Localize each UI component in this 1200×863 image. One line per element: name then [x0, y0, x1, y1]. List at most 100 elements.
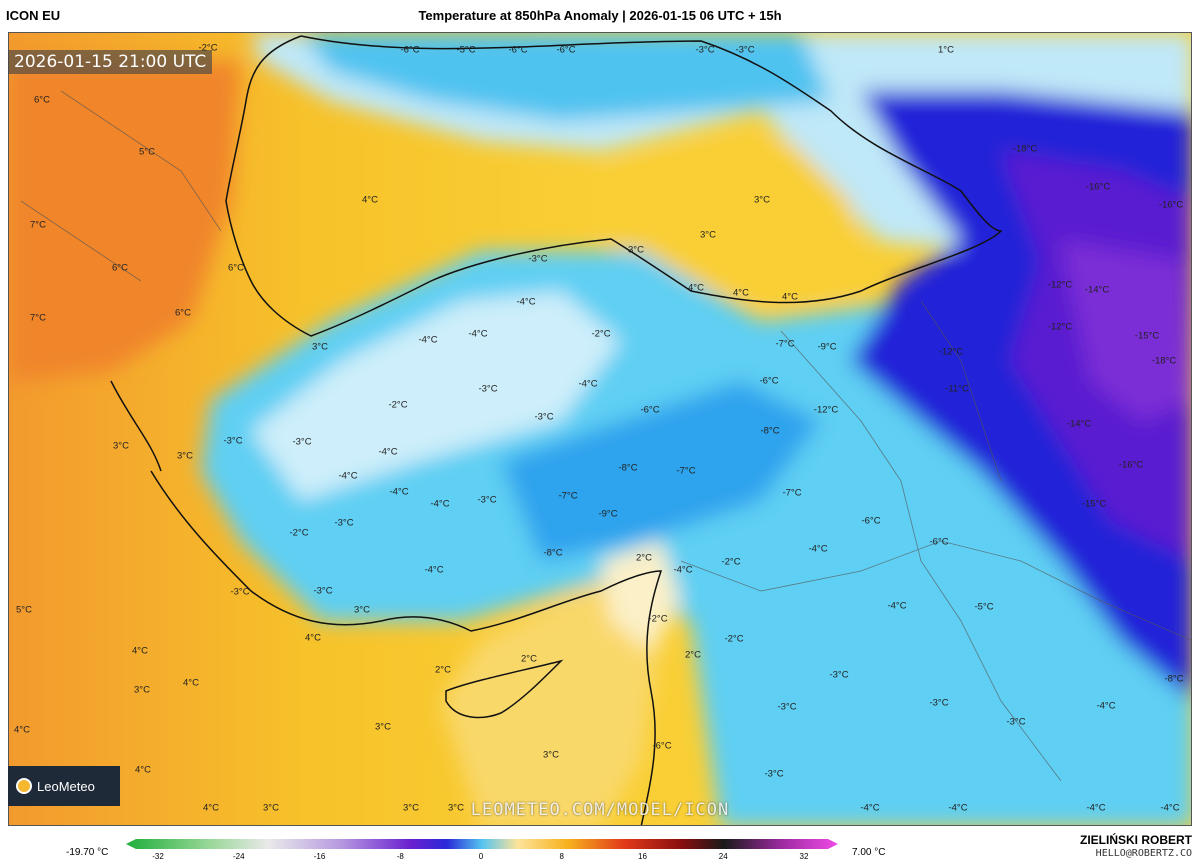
- scale-tick: -32: [152, 852, 164, 861]
- temperature-label: -3°C: [534, 411, 554, 423]
- temperature-label: -2°C: [388, 399, 408, 411]
- temperature-label: -16°C: [1158, 199, 1184, 211]
- temperature-label: 5°C: [16, 604, 32, 616]
- temperature-label: -3°C: [695, 44, 715, 56]
- temperature-label: 3°C: [754, 194, 770, 206]
- color-scale: [126, 839, 838, 849]
- temperature-label: 3°C: [177, 450, 193, 462]
- temperature-label: -11°C: [945, 383, 969, 395]
- temperature-label: -3°C: [478, 383, 498, 395]
- temperature-label: -2°C: [724, 633, 744, 645]
- temperature-label: -6°C: [861, 515, 881, 527]
- temperature-label: -7°C: [676, 465, 696, 477]
- temperature-label: -12°C: [938, 346, 964, 358]
- temperature-label: -16°C: [1085, 181, 1111, 193]
- temperature-label: -3°C: [292, 436, 312, 448]
- temperature-label: -9°C: [598, 508, 618, 520]
- temperature-label: -2°C: [648, 613, 668, 625]
- header-bar: ICON EU Temperature at 850hPa Anomaly | …: [0, 0, 1200, 32]
- forecast-timestamp: 2026-01-15 21:00 UTC: [8, 50, 213, 74]
- temperature-label: -6°C: [759, 375, 779, 387]
- author-email: HELLO@ROBERTZ.CO: [1095, 848, 1192, 859]
- temperature-label: 3°C: [543, 749, 559, 761]
- sun-icon: [16, 778, 32, 794]
- map-title: Temperature at 850hPa Anomaly | 2026-01-…: [418, 8, 782, 23]
- temperature-label: -5°C: [456, 44, 476, 56]
- temperature-label: 4°C: [183, 677, 199, 689]
- temperature-label: -3°C: [528, 253, 548, 265]
- temperature-label: 4°C: [14, 724, 30, 736]
- temperature-label: 4°C: [733, 287, 749, 299]
- temperature-label: -4°C: [338, 470, 358, 482]
- temperature-label: 4°C: [782, 291, 798, 303]
- scale-tick: -16: [313, 852, 326, 861]
- temperature-label: -14°C: [1066, 418, 1092, 430]
- temperature-label: -4°C: [948, 802, 968, 814]
- temperature-label: -6°C: [929, 536, 949, 548]
- temperature-label: -2°C: [198, 42, 218, 54]
- temperature-label: 4°C: [305, 632, 321, 644]
- temperature-label: -6°C: [652, 740, 672, 752]
- temperature-label: 6°C: [175, 307, 191, 319]
- temperature-label: -2°C: [289, 527, 309, 539]
- temperature-label: -3°C: [764, 768, 784, 780]
- temperature-label: -2°C: [721, 556, 741, 568]
- temperature-label: -4°C: [516, 296, 536, 308]
- temperature-label: -4°C: [860, 802, 880, 814]
- temperature-label: -14°C: [1084, 284, 1110, 296]
- temperature-label: 6°C: [112, 262, 128, 274]
- temperature-anomaly-map[interactable]: [8, 32, 1192, 826]
- temperature-label: -3°C: [223, 435, 243, 447]
- temperature-label: -12°C: [1047, 279, 1073, 291]
- temperature-label: -4°C: [468, 328, 488, 340]
- temperature-label: 2°C: [636, 552, 652, 564]
- model-name: ICON EU: [6, 8, 61, 23]
- scale-tick: 16: [638, 852, 647, 861]
- scale-tick: -8: [396, 852, 404, 861]
- temperature-label: 1°C: [938, 44, 954, 56]
- temperature-label: -4°C: [1096, 700, 1116, 712]
- temperature-label: 3°C: [700, 229, 716, 241]
- temperature-label: 6°C: [228, 262, 244, 274]
- temperature-label: 7°C: [30, 312, 46, 324]
- temperature-label: 6°C: [34, 94, 50, 106]
- temperature-label: -4°C: [418, 334, 438, 346]
- temperature-label: -15°C: [1081, 498, 1107, 510]
- legend-bar: -19.70 °C -32 -24 -16 -8 0 8 16 24 32 7.00: [0, 830, 1200, 863]
- temperature-label: -7°C: [782, 487, 802, 499]
- borders: [20, 90, 1191, 782]
- temperature-label: -16°C: [1118, 459, 1144, 471]
- coastlines: [110, 35, 1003, 825]
- min-value: -19.70 °C: [66, 847, 109, 858]
- temperature-label: -2°C: [591, 328, 611, 340]
- temperature-label: -3°C: [477, 494, 497, 506]
- temperature-label: -4°C: [378, 446, 398, 458]
- temperature-label: 2°C: [685, 649, 701, 661]
- temperature-label: 3°C: [628, 244, 644, 256]
- max-value: 7.00 °C: [852, 847, 886, 858]
- temperature-label: -9°C: [817, 341, 837, 353]
- map-canvas: [9, 33, 1191, 825]
- leometeo-logo: LeoMeteo: [8, 766, 120, 806]
- temperature-label: -5°C: [974, 601, 994, 613]
- temperature-label: 4°C: [203, 802, 219, 814]
- temperature-label: 2°C: [521, 653, 537, 665]
- temperature-label: -4°C: [1086, 802, 1106, 814]
- temperature-label: -7°C: [558, 490, 578, 502]
- temperature-label: -4°C: [1160, 802, 1180, 814]
- temperature-label: -4°C: [430, 498, 450, 510]
- temperature-label: 4°C: [362, 194, 378, 206]
- temperature-label: 3°C: [134, 684, 150, 696]
- temperature-label: 3°C: [403, 802, 419, 814]
- temperature-label: -6°C: [508, 44, 528, 56]
- temperature-label: 4°C: [688, 282, 704, 294]
- temperature-label: -12°C: [1047, 321, 1073, 333]
- temperature-label: 2°C: [435, 664, 451, 676]
- temperature-label: -18°C: [1151, 355, 1177, 367]
- temperature-label: -4°C: [673, 564, 693, 576]
- temperature-label: 3°C: [263, 802, 279, 814]
- temperature-label: -8°C: [760, 425, 780, 437]
- temperature-label: -4°C: [887, 600, 907, 612]
- temperature-label: -8°C: [543, 547, 563, 559]
- temperature-label: -18°C: [1012, 143, 1038, 155]
